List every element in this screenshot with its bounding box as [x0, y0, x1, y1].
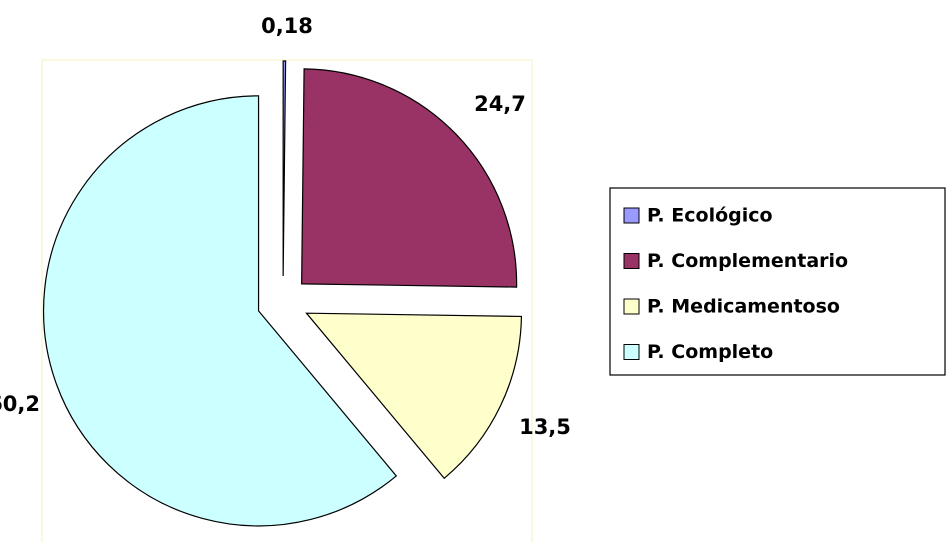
value-label: 60,2	[0, 392, 40, 416]
legend-label: P. Completo	[647, 341, 773, 363]
pie-slice	[42, 95, 398, 527]
legend-swatch	[623, 207, 640, 224]
legend-label: P. Complementario	[647, 250, 848, 272]
pie-slice	[305, 312, 523, 480]
pie-slice	[301, 68, 518, 288]
value-label: 24,7	[474, 92, 526, 116]
value-label: 0,18	[261, 14, 313, 38]
pie-slice	[282, 60, 287, 277]
legend-label: P. Ecológico	[647, 205, 773, 227]
legend-swatch	[623, 298, 640, 315]
legend-label: P. Medicamentoso	[647, 296, 840, 318]
plot-area	[41, 59, 533, 542]
legend	[609, 187, 946, 376]
legend-swatch	[623, 344, 640, 360]
legend-swatch	[623, 253, 640, 269]
value-label: 13,5	[519, 415, 571, 439]
